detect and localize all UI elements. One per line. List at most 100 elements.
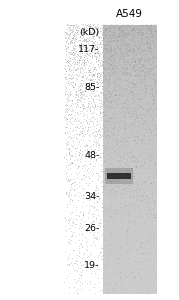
Point — [82, 212, 84, 216]
Point — [150, 60, 153, 65]
Point — [63, 75, 66, 80]
Point — [154, 173, 157, 178]
Point — [81, 133, 84, 138]
Point — [106, 126, 108, 130]
Point — [117, 24, 120, 29]
Point — [130, 81, 133, 85]
Point — [135, 35, 138, 40]
Point — [106, 72, 108, 76]
Point — [75, 123, 78, 128]
Point — [110, 157, 113, 162]
Point — [140, 90, 143, 95]
Point — [149, 81, 152, 86]
Point — [138, 27, 141, 32]
Point — [120, 38, 123, 43]
Point — [126, 50, 129, 55]
Point — [98, 79, 101, 84]
Point — [96, 200, 98, 205]
Point — [69, 80, 72, 85]
Point — [147, 226, 150, 231]
Point — [123, 32, 126, 37]
Point — [140, 43, 143, 47]
Point — [89, 243, 92, 248]
Point — [117, 128, 120, 133]
Point — [86, 121, 89, 126]
Text: 85-: 85- — [84, 83, 99, 92]
Point — [67, 167, 70, 172]
Point — [70, 129, 73, 134]
Point — [155, 34, 158, 38]
Point — [111, 170, 113, 175]
Point — [125, 24, 127, 28]
Point — [103, 113, 106, 118]
Point — [129, 41, 131, 46]
Point — [102, 29, 105, 34]
Point — [140, 95, 143, 100]
Point — [81, 106, 84, 111]
Point — [101, 76, 104, 80]
Point — [89, 22, 91, 26]
Point — [139, 164, 142, 168]
Point — [78, 59, 81, 64]
Point — [102, 66, 105, 70]
Point — [117, 66, 119, 70]
Point — [148, 87, 151, 92]
Point — [116, 208, 119, 213]
Point — [97, 155, 100, 160]
Point — [110, 69, 113, 74]
Point — [101, 125, 104, 130]
Point — [115, 240, 118, 244]
Point — [70, 178, 73, 183]
Point — [152, 122, 155, 127]
Point — [96, 50, 99, 54]
Point — [116, 104, 119, 109]
Point — [127, 85, 130, 89]
Point — [120, 287, 123, 292]
Point — [112, 290, 115, 295]
Point — [130, 60, 133, 64]
Point — [134, 59, 137, 64]
Point — [145, 163, 148, 168]
Point — [107, 38, 110, 43]
Point — [85, 50, 88, 55]
Point — [72, 34, 75, 39]
Point — [88, 156, 91, 161]
Point — [120, 40, 123, 45]
Point — [63, 91, 66, 96]
Point — [105, 46, 107, 51]
Point — [80, 64, 83, 69]
Point — [139, 41, 142, 46]
Point — [123, 200, 125, 205]
Point — [144, 194, 147, 199]
Point — [116, 140, 119, 144]
Point — [155, 166, 158, 170]
Point — [79, 84, 82, 88]
Point — [65, 106, 67, 110]
Point — [75, 71, 78, 76]
Point — [143, 74, 146, 79]
Point — [69, 38, 72, 43]
Point — [101, 83, 104, 88]
Point — [120, 107, 123, 112]
Point — [115, 164, 118, 168]
Point — [137, 156, 140, 161]
Point — [81, 27, 84, 32]
Point — [124, 75, 127, 80]
Point — [101, 191, 104, 196]
Point — [146, 33, 149, 38]
Point — [66, 174, 69, 179]
Point — [113, 65, 116, 70]
Point — [151, 115, 154, 120]
Point — [75, 88, 78, 93]
Point — [91, 34, 93, 38]
Point — [136, 52, 139, 57]
Point — [81, 77, 84, 82]
Point — [125, 23, 128, 28]
Point — [69, 121, 72, 125]
Point — [68, 188, 71, 193]
Point — [68, 194, 71, 199]
Point — [113, 56, 116, 61]
Point — [90, 155, 92, 160]
Point — [103, 282, 106, 287]
Point — [123, 242, 125, 247]
